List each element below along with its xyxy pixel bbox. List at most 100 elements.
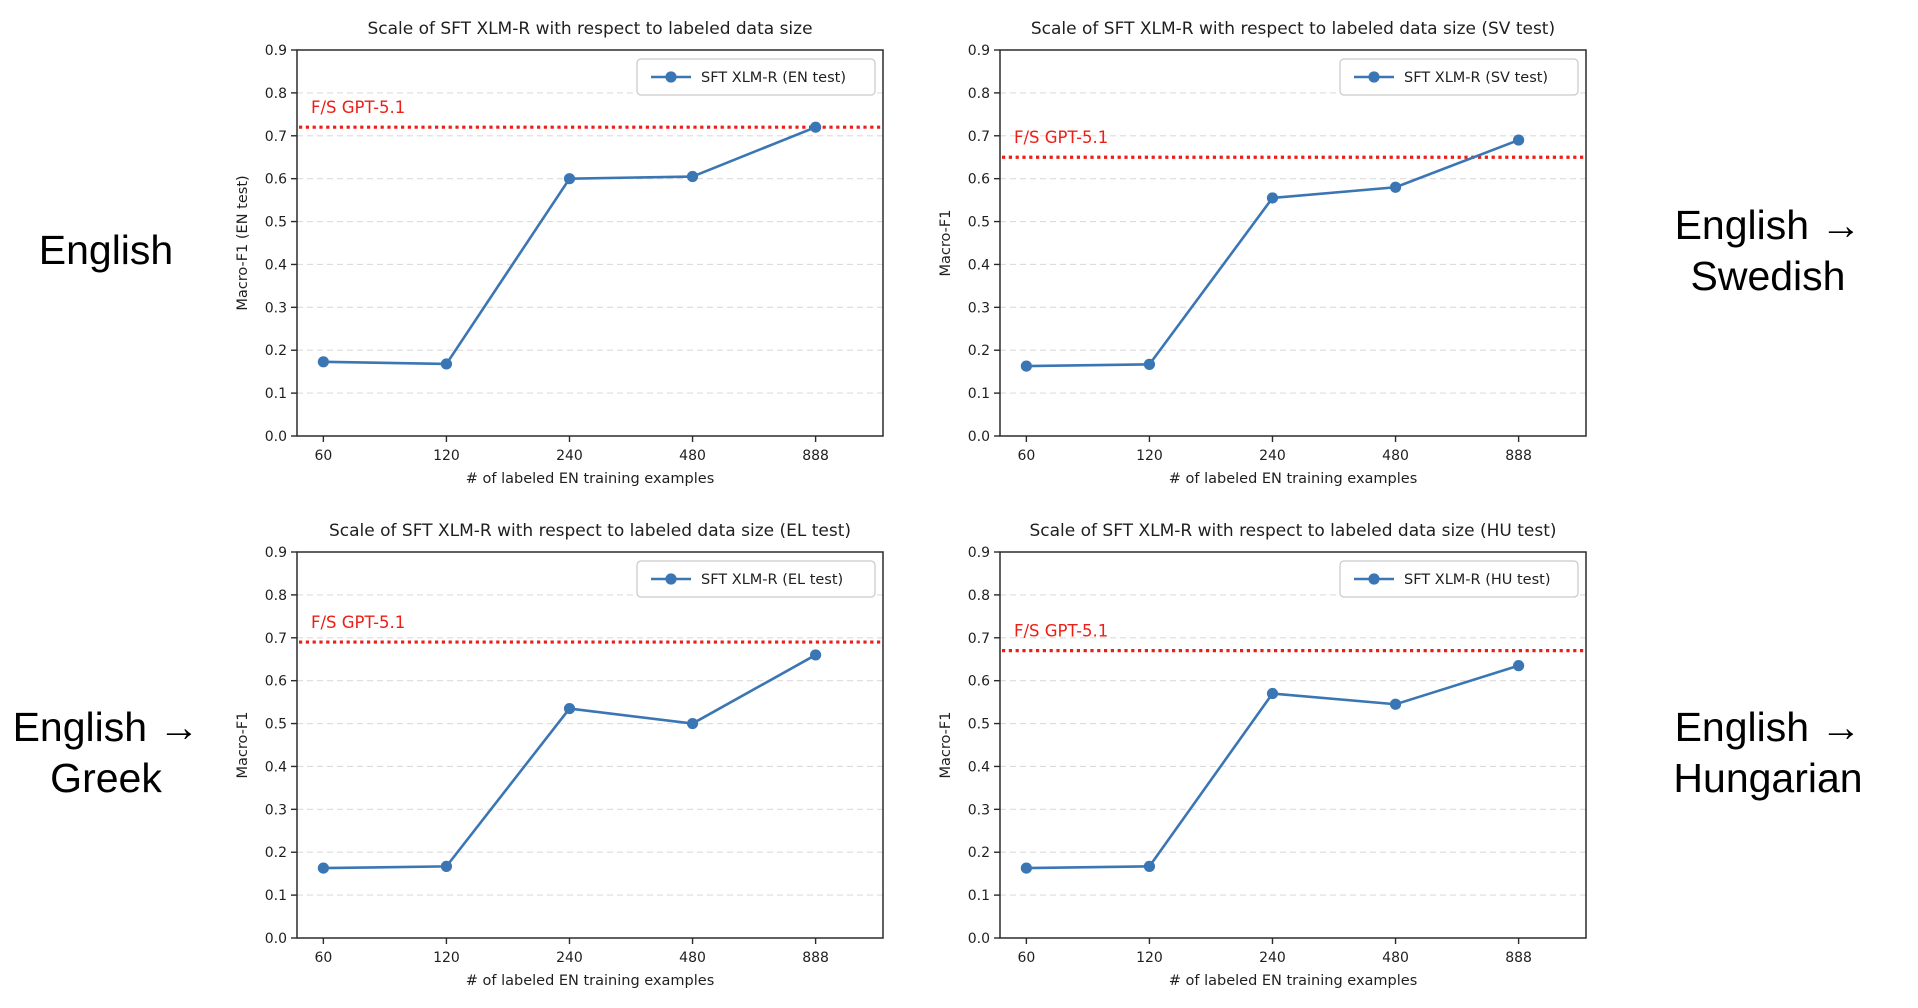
y-axis-label: Macro-F1 bbox=[235, 712, 251, 779]
series-line bbox=[322, 653, 816, 870]
row-label-line: Hungarian bbox=[1673, 755, 1863, 801]
chart-title: Scale of SFT XLM-R with respect to label… bbox=[328, 521, 850, 541]
x-axis: 60 120 240 480 888 bbox=[1017, 938, 1531, 966]
legend-marker-icon bbox=[664, 71, 677, 83]
y-tick-label: 0.6 bbox=[264, 172, 286, 188]
y-tick-label: 0.7 bbox=[264, 631, 286, 647]
y-tick-label: 0.1 bbox=[264, 386, 286, 402]
legend-label: SFT XLM-R (SV test) bbox=[1404, 70, 1548, 86]
data-point-marker bbox=[1266, 192, 1278, 204]
x-tick-label: 120 bbox=[1136, 448, 1163, 464]
chart-cell-sv: Scale of SFT XLM-R with respect to label… bbox=[915, 0, 1618, 502]
chart-el-test: Scale of SFT XLM-R with respect to label… bbox=[229, 514, 899, 992]
y-tick-label: 0.6 bbox=[967, 172, 989, 188]
x-tick-label: 60 bbox=[1017, 448, 1035, 464]
y-tick-label: 0.5 bbox=[967, 717, 989, 733]
data-point-marker bbox=[1512, 134, 1524, 146]
y-tick-label: 0.0 bbox=[264, 931, 286, 947]
data-point-marker bbox=[317, 862, 329, 874]
legend: SFT XLM-R (SV test) bbox=[1338, 58, 1579, 96]
y-tick-label: 0.1 bbox=[967, 386, 989, 402]
data-point-marker bbox=[1266, 687, 1278, 700]
data-point-marker bbox=[1143, 358, 1155, 370]
y-tick-label: 0.3 bbox=[264, 300, 286, 316]
legend-box bbox=[1338, 58, 1579, 96]
legend-box bbox=[635, 560, 876, 598]
gridlines bbox=[999, 594, 1586, 896]
row-label-line: Greek bbox=[50, 755, 162, 801]
row-label-line: Swedish bbox=[1690, 253, 1846, 299]
x-tick-label: 888 bbox=[1505, 448, 1532, 464]
data-point-marker bbox=[686, 717, 698, 730]
y-tick-label: 0.5 bbox=[264, 717, 286, 733]
data-point-marker bbox=[1020, 862, 1032, 874]
x-tick-label: 888 bbox=[802, 950, 829, 966]
gridlines bbox=[296, 594, 883, 896]
y-tick-label: 0.0 bbox=[264, 429, 286, 445]
threshold-label: F/S GPT-5.1 bbox=[311, 98, 405, 117]
row-label-english: English bbox=[39, 225, 173, 276]
y-tick-label: 0.7 bbox=[967, 631, 989, 647]
data-point-marker bbox=[440, 358, 452, 370]
y-tick-label: 0.4 bbox=[967, 257, 989, 273]
data-point-marker bbox=[686, 170, 698, 183]
gridlines bbox=[999, 92, 1586, 394]
legend-marker-icon bbox=[1367, 573, 1380, 585]
line-chart: Scale of SFT XLM-R with respect to label… bbox=[938, 19, 1587, 487]
plot-frame bbox=[998, 49, 1587, 437]
x-tick-label: 480 bbox=[679, 448, 706, 464]
series-line bbox=[1025, 138, 1519, 368]
legend: SFT XLM-R (HU test) bbox=[1338, 560, 1579, 598]
series-markers bbox=[1020, 660, 1524, 874]
series-line bbox=[322, 125, 816, 366]
data-point-marker bbox=[809, 649, 821, 661]
y-tick-label: 0.4 bbox=[264, 759, 286, 775]
y-tick-label: 0.0 bbox=[967, 931, 989, 947]
y-tick-label: 0.4 bbox=[264, 257, 286, 273]
data-point-marker bbox=[440, 860, 452, 872]
x-tick-label: 60 bbox=[1017, 950, 1035, 966]
chart-cell-en: Scale of SFT XLM-R with respect to label… bbox=[212, 0, 915, 502]
data-point-marker bbox=[809, 121, 821, 133]
chart-hu-test: Scale of SFT XLM-R with respect to label… bbox=[932, 514, 1602, 992]
legend-box bbox=[635, 58, 876, 96]
chart-sv-test: Scale of SFT XLM-R with respect to label… bbox=[932, 12, 1602, 490]
series-markers bbox=[1020, 134, 1524, 372]
series-markers bbox=[317, 649, 821, 874]
y-tick-label: 0.5 bbox=[967, 215, 989, 231]
legend-label: SFT XLM-R (HU test) bbox=[1404, 572, 1550, 588]
y-tick-label: 0.6 bbox=[264, 674, 286, 690]
line-chart: Scale of SFT XLM-R with respect to label… bbox=[938, 521, 1587, 989]
x-axis-label: # of labeled EN training examples bbox=[465, 973, 714, 989]
data-point-marker bbox=[563, 702, 575, 715]
y-tick-label: 0.8 bbox=[264, 86, 286, 102]
x-tick-label: 480 bbox=[1382, 448, 1409, 464]
legend: SFT XLM-R (EN test) bbox=[635, 58, 876, 96]
y-tick-label: 0.8 bbox=[967, 588, 989, 604]
data-point-marker bbox=[1512, 660, 1524, 672]
y-tick-label: 0.2 bbox=[967, 845, 989, 861]
x-tick-label: 888 bbox=[802, 448, 829, 464]
plot-frame bbox=[295, 551, 884, 939]
y-tick-label: 0.2 bbox=[967, 343, 989, 359]
series-markers bbox=[317, 121, 821, 370]
x-tick-label: 240 bbox=[1259, 950, 1286, 966]
legend-marker-icon bbox=[1367, 71, 1380, 83]
x-tick-label: 120 bbox=[433, 950, 460, 966]
row-label-english-swedish: English → Swedish bbox=[1675, 200, 1862, 303]
y-tick-label: 0.7 bbox=[264, 129, 286, 145]
y-tick-label: 0.3 bbox=[264, 802, 286, 818]
line-chart: Scale of SFT XLM-R with respect to label… bbox=[235, 19, 884, 487]
threshold-label: F/S GPT-5.1 bbox=[1014, 128, 1108, 147]
x-axis: 60 120 240 480 888 bbox=[314, 436, 829, 464]
row-label-english-hungarian: English → Hungarian bbox=[1673, 702, 1862, 805]
x-tick-label: 60 bbox=[314, 950, 332, 966]
y-tick-label: 0.9 bbox=[264, 43, 286, 59]
chart-cell-el: Scale of SFT XLM-R with respect to label… bbox=[212, 502, 915, 1004]
legend-label: SFT XLM-R (EL test) bbox=[701, 572, 843, 588]
y-tick-label: 0.1 bbox=[264, 888, 286, 904]
chart-title: Scale of SFT XLM-R with respect to label… bbox=[367, 19, 812, 39]
y-tick-label: 0.2 bbox=[264, 343, 286, 359]
y-tick-label: 0.6 bbox=[967, 674, 989, 690]
